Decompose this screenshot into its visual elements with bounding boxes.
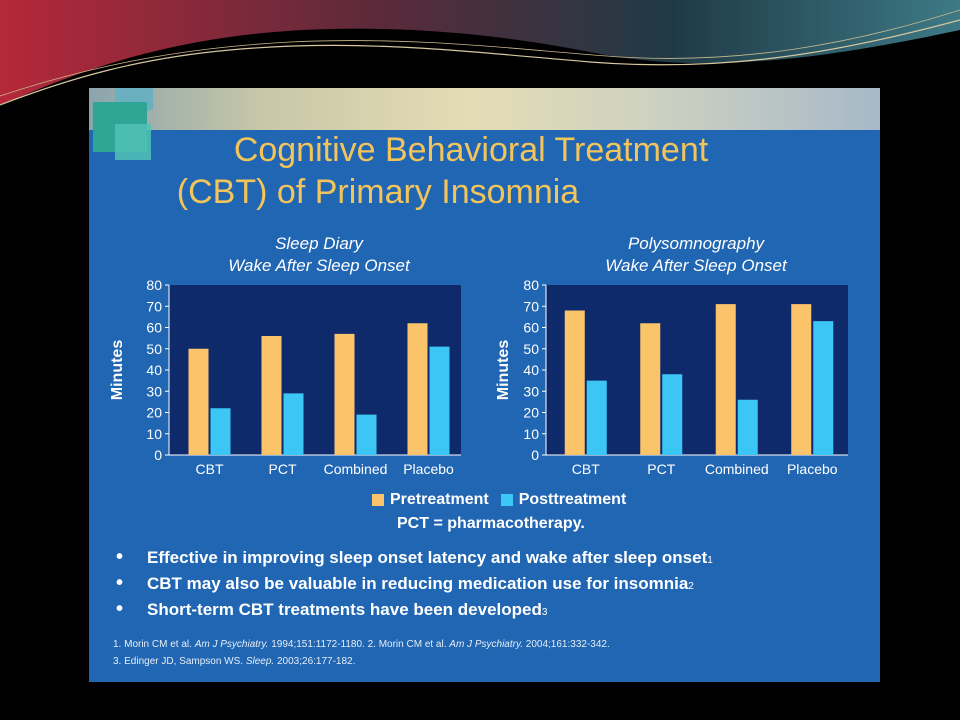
x-tick-label: Combined [324,461,388,477]
y-tick-label: 80 [146,277,162,293]
bar-posttreatment-placebo [813,321,834,455]
bullet-item: • Effective in improving sleep onset lat… [116,546,713,572]
chart-2-subtitle: Wake After Sleep Onset [605,256,787,275]
bar-pretreatment-combined [334,333,355,455]
reference-journal: Am J Psychiatry. [194,639,269,650]
reference-text: 1994;151:1172-1180. 2. Morin CM et al. [268,639,450,650]
bullet-item: • CBT may also be valuable in reducing m… [116,572,713,598]
chart-2-title: Polysomnography [627,234,765,253]
legend-swatch-pretreatment [372,494,384,506]
bullet-citation: 1 [707,555,713,566]
reference-journal: Sleep. [245,656,275,667]
y-tick-label: 20 [146,405,162,421]
bar-pretreatment-placebo [407,323,428,455]
abbreviation-note: PCT = pharmacotherapy. [397,515,585,532]
bullet-dot-icon: • [116,572,124,594]
x-tick-label: CBT [196,461,224,477]
reference-journal: Am J Psychiatry. [449,639,523,650]
y-tick-label: 30 [523,383,539,399]
chart-1-y-axis-label: Minutes [109,340,126,401]
y-tick-label: 10 [523,426,539,442]
bar-posttreatment-pct [662,374,683,455]
bullet-citation: 3 [541,607,548,618]
bullet-text: Short-term CBT treatments have been deve… [147,600,542,619]
legend: Pretreatment Posttreatment [372,489,626,511]
bar-pretreatment-pct [261,336,282,455]
reference-text: 3. Edinger JD, Sampson WS. [113,656,246,667]
bar-posttreatment-placebo [429,346,450,455]
y-tick-label: 80 [523,277,539,293]
slide-header-band [89,88,880,130]
bullet-list: • Effective in improving sleep onset lat… [116,546,713,624]
slide-title-line-1: Cognitive Behavioral Treatment [233,131,709,169]
x-tick-label: Placebo [787,461,838,477]
y-tick-label: 70 [523,298,539,314]
y-tick-label: 0 [531,447,539,463]
corner-squares-decoration [93,88,153,160]
y-tick-label: 50 [146,341,162,357]
bar-pretreatment-combined [715,304,736,455]
bullet-text: Effective in improving sleep onset laten… [147,548,708,567]
y-tick-label: 60 [523,320,539,336]
bar-pretreatment-pct [640,323,661,455]
y-tick-label: 30 [146,383,162,399]
bar-pretreatment-placebo [791,304,812,455]
legend-label-posttreatment: Posttreatment [518,491,627,508]
y-tick-label: 60 [146,320,162,336]
y-tick-label: 10 [146,426,162,442]
reference-text: 2003;26:177-182. [274,656,356,667]
x-tick-label: CBT [572,461,600,477]
chart-1-subtitle: Wake After Sleep Onset [228,256,410,275]
x-tick-label: Combined [705,461,769,477]
y-tick-label: 40 [523,362,539,378]
x-tick-label: Placebo [403,461,454,477]
bar-posttreatment-combined [737,399,758,455]
x-tick-label: PCT [269,461,297,477]
y-tick-label: 40 [146,362,162,378]
top-swoosh-decoration [0,0,960,106]
bar-charts: 0 10 20 30 40 50 60 70 80 Minutes CBT PCT Combined Pl… [109,277,848,477]
reference-line-2: 3. Edinger JD, Sampson WS. Sleep. 2003;2… [113,656,355,667]
y-tick-label: 70 [146,298,162,314]
y-tick-label: 20 [523,405,539,421]
reference-text: 2004;161:332-342. [523,639,610,650]
legend-swatch-posttreatment [500,494,513,506]
chart-2-y-axis-label: Minutes [495,340,512,401]
bullet-item: • Short-term CBT treatments have been de… [116,598,713,624]
bar-pretreatment-cbt [188,348,209,455]
bar-posttreatment-cbt [210,408,231,455]
reference-text: 1. Morin CM et al. [113,639,195,650]
bar-posttreatment-cbt [586,380,607,455]
y-tick-label: 50 [523,341,539,357]
bullet-citation: 2 [688,581,694,592]
bullet-dot-icon: • [116,546,124,568]
bullet-text: CBT may also be valuable in reducing med… [147,574,689,593]
bar-posttreatment-combined [356,414,377,455]
bar-posttreatment-pct [283,393,304,455]
y-tick-label: 0 [154,447,162,463]
reference-line-1: 1. Morin CM et al. Am J Psychiatry. 1994… [113,639,610,650]
legend-label-pretreatment: Pretreatment [390,491,489,508]
bar-pretreatment-cbt [564,310,585,455]
slide: Cognitive Behavioral Treatment (CBT) of … [89,88,880,682]
chart-1-title: Sleep Diary [275,234,363,253]
x-tick-label: PCT [647,461,675,477]
slide-title-line-2: (CBT) of Primary Insomnia [176,173,580,211]
bullet-dot-icon: • [116,598,124,620]
